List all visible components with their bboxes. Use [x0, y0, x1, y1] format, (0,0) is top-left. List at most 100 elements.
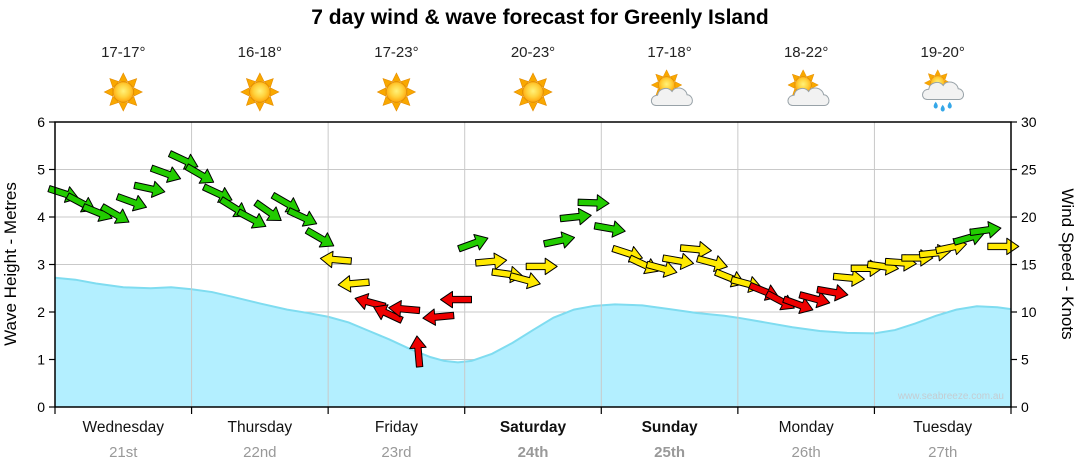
sun-ray: [240, 87, 250, 97]
wind-arrow: [115, 193, 148, 212]
left-tick-label: 6: [37, 114, 45, 130]
left-tick-label: 3: [37, 257, 45, 273]
wind-arrow: [816, 284, 849, 302]
wave-area: [55, 277, 1011, 407]
sun-ray: [811, 81, 819, 89]
wind-arrow: [782, 295, 814, 314]
temperature-range: 20-23°: [511, 44, 555, 61]
sun-icon: [240, 72, 280, 112]
day-name: Tuesday: [913, 419, 972, 436]
wave-height-area: [54, 276, 1012, 407]
wind-arrow: [645, 260, 678, 278]
wind-arrow-shape: [987, 237, 1020, 256]
wind-arrow: [593, 220, 626, 238]
wind-arrow-shape: [816, 284, 849, 302]
right-tick-label: 10: [1021, 304, 1037, 320]
sun-ray: [118, 72, 128, 82]
wind-arrow: [474, 252, 508, 270]
right-tick-label: 30: [1021, 114, 1037, 130]
wind-arrow-shape: [100, 203, 130, 224]
sun-ray: [513, 87, 523, 97]
wind-arrow: [236, 208, 267, 229]
wind-arrow: [679, 240, 712, 259]
sun-disc: [112, 81, 134, 103]
left-tick-label: 1: [37, 352, 45, 368]
day-name: Thursday: [228, 419, 293, 436]
day-name: Monday: [779, 419, 834, 436]
wind-arrow-shape: [184, 163, 215, 184]
sun-ray: [923, 79, 931, 87]
day-header-icons: 17-17° 16-18° 17-23° 20-23° 17-18° 18-22° 19-2…: [101, 44, 965, 112]
wind-arrow-shape: [645, 260, 678, 278]
raindrop-icon: [933, 101, 938, 109]
wind-arrow: [508, 272, 541, 290]
wind-arrow: [304, 227, 335, 248]
wind-arrow-shape: [354, 293, 387, 310]
weather-icon-partly-cloudy: [650, 69, 693, 106]
wind-arrow: [559, 207, 592, 226]
wind-arrow-shape: [388, 300, 421, 318]
sun-ray: [103, 87, 114, 97]
wind-arrow: [696, 255, 728, 273]
cloud-icon: [922, 81, 965, 100]
wind-arrow-shape: [133, 180, 166, 198]
wind-arrow: [987, 237, 1020, 256]
sun-ray: [543, 87, 553, 97]
wind-arrow: [832, 269, 865, 287]
wind-arrow-shape: [543, 231, 576, 249]
sun-icon: [513, 72, 553, 112]
wind-arrow-shape: [508, 272, 541, 290]
temperature-range: 19-20°: [921, 44, 965, 61]
sun-icon: [103, 72, 143, 112]
sun-ray: [270, 87, 280, 97]
day-name: Friday: [375, 419, 418, 436]
wind-arrow: [969, 221, 1002, 239]
wind-arrow-shape: [474, 252, 508, 270]
wind-arrow-shape: [832, 269, 865, 287]
sun-ray: [662, 69, 671, 77]
sun-ray: [255, 102, 265, 112]
raindrop-icon: [940, 104, 945, 112]
right-tick-label: 15: [1021, 257, 1037, 273]
wind-arrow: [354, 293, 387, 310]
wind-arrow: [577, 194, 610, 212]
wind-arrow-shape: [440, 290, 472, 309]
wind-arrow-shape: [337, 275, 370, 293]
wind-arrow-shape: [149, 164, 182, 183]
wind-arrow: [457, 234, 489, 253]
left-tick-label: 2: [37, 304, 45, 320]
wind-arrow: [798, 291, 831, 309]
wind-arrow-shape: [969, 221, 1002, 239]
wind-arrow-shape: [559, 207, 592, 226]
sun-ray: [528, 102, 538, 112]
temperature-range: 17-23°: [374, 44, 418, 61]
wind-arrow: [319, 250, 353, 269]
wind-arrow-shape: [577, 194, 610, 212]
weather-icon-partly-cloudy: [787, 69, 830, 106]
day-date: 24th: [518, 444, 549, 461]
wind-arrow-shape: [457, 234, 489, 253]
wind-arrow: [440, 290, 472, 309]
wind-arrow-shape: [319, 250, 353, 269]
day-date: 22nd: [243, 444, 276, 461]
sun-disc: [522, 81, 544, 103]
wind-arrow: [286, 207, 318, 227]
wind-arrow-shape: [409, 335, 427, 368]
weather-icon-sunny: [240, 72, 280, 112]
weather-icon-sunny: [103, 72, 143, 112]
wind-arrow-shape: [661, 252, 695, 270]
right-tick-label: 0: [1021, 399, 1029, 415]
temperature-range: 17-17°: [101, 44, 145, 61]
axis-ticks: 0 1 2 3 4 5 6 0 5 10 15 20 25 30: [37, 114, 1037, 415]
wind-arrow-shape: [286, 207, 318, 227]
right-tick-label: 5: [1021, 352, 1029, 368]
wind-arrow: [100, 203, 130, 224]
left-tick-label: 0: [37, 399, 45, 415]
sun-ray: [133, 87, 143, 97]
day-name: Sunday: [642, 419, 698, 436]
day-name: Wednesday: [82, 419, 164, 436]
wind-arrow-shape: [304, 227, 335, 248]
wind-arrow-shape: [236, 208, 267, 229]
wind-arrow: [661, 252, 695, 270]
